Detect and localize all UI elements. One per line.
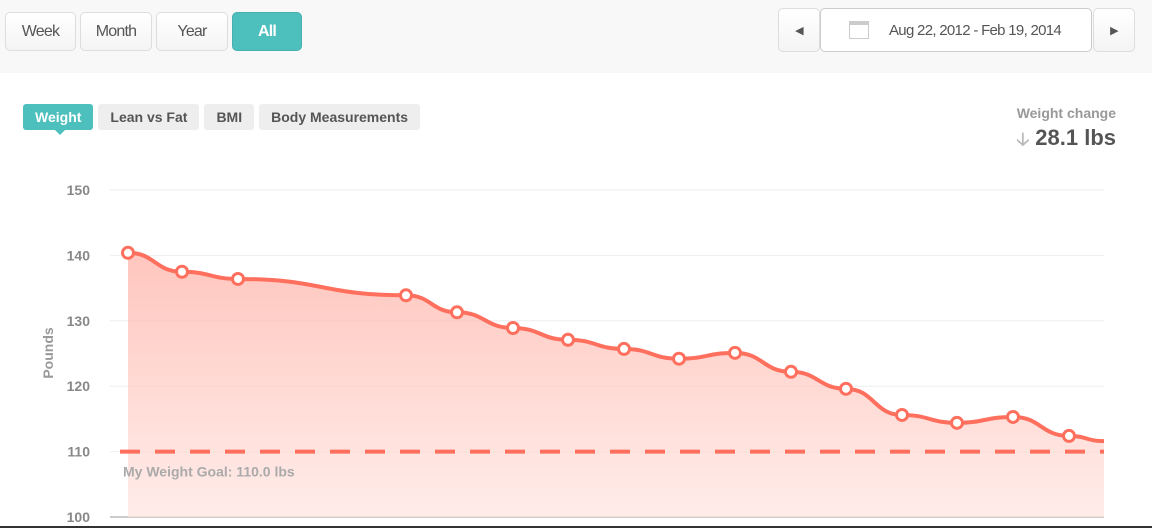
range-week-button[interactable]: Week (5, 12, 76, 51)
tab-weight[interactable]: Weight (23, 104, 94, 135)
prev-range-button[interactable]: ◀ (778, 8, 820, 52)
data-point (617, 341, 631, 356)
y-tick-label: 120 (67, 378, 91, 394)
date-range-label: Aug 22, 2012 - Feb 19, 2014 (889, 21, 1062, 39)
tab-lean-vs-fat[interactable]: Lean vs Fat (98, 104, 200, 130)
data-point (839, 381, 853, 396)
data-point (1006, 409, 1020, 424)
data-point (1062, 428, 1076, 443)
data-point (950, 415, 964, 430)
caret-left-icon: ◀ (795, 24, 803, 37)
data-point (175, 264, 189, 279)
calendar-icon (849, 21, 869, 39)
weight-change: Weight change 🡣 28.1 lbs (1016, 105, 1116, 157)
y-tick-label: 100 (67, 509, 91, 525)
data-point (506, 320, 520, 335)
y-tick-label: 150 (67, 182, 91, 198)
data-point (450, 305, 464, 320)
next-range-button[interactable]: ▶ (1093, 8, 1135, 52)
bottom-border (0, 526, 1152, 528)
y-axis-label: Pounds (40, 327, 56, 379)
y-tick-label: 110 (67, 444, 90, 460)
data-point (399, 288, 413, 303)
data-point (784, 364, 798, 379)
weight-change-label: Weight change (1016, 105, 1116, 121)
date-range-picker[interactable]: Aug 22, 2012 - Feb 19, 2014 (820, 8, 1092, 52)
range-all-button[interactable]: All (232, 12, 302, 51)
data-point (672, 351, 686, 366)
data-point (728, 345, 742, 360)
y-tick-label: 130 (67, 313, 91, 329)
caret-right-icon: ▶ (1110, 24, 1118, 37)
data-point (561, 332, 575, 347)
tab-bmi[interactable]: BMI (204, 104, 255, 130)
data-point (895, 407, 909, 422)
weight-change-value: 28.1 lbs (1035, 125, 1116, 150)
range-year-button[interactable]: Year (156, 12, 228, 51)
y-tick-label: 140 (67, 247, 91, 263)
arrow-down-icon: 🡣 (1016, 129, 1030, 149)
goal-label: My Weight Goal: 110.0 lbs (123, 464, 295, 480)
tab-body-measurements[interactable]: Body Measurements (259, 104, 421, 130)
data-point (121, 245, 135, 260)
range-month-button[interactable]: Month (80, 12, 152, 51)
chart-tabs: Weight Lean vs Fat BMI Body Measurements (23, 104, 421, 135)
data-point (231, 271, 245, 286)
